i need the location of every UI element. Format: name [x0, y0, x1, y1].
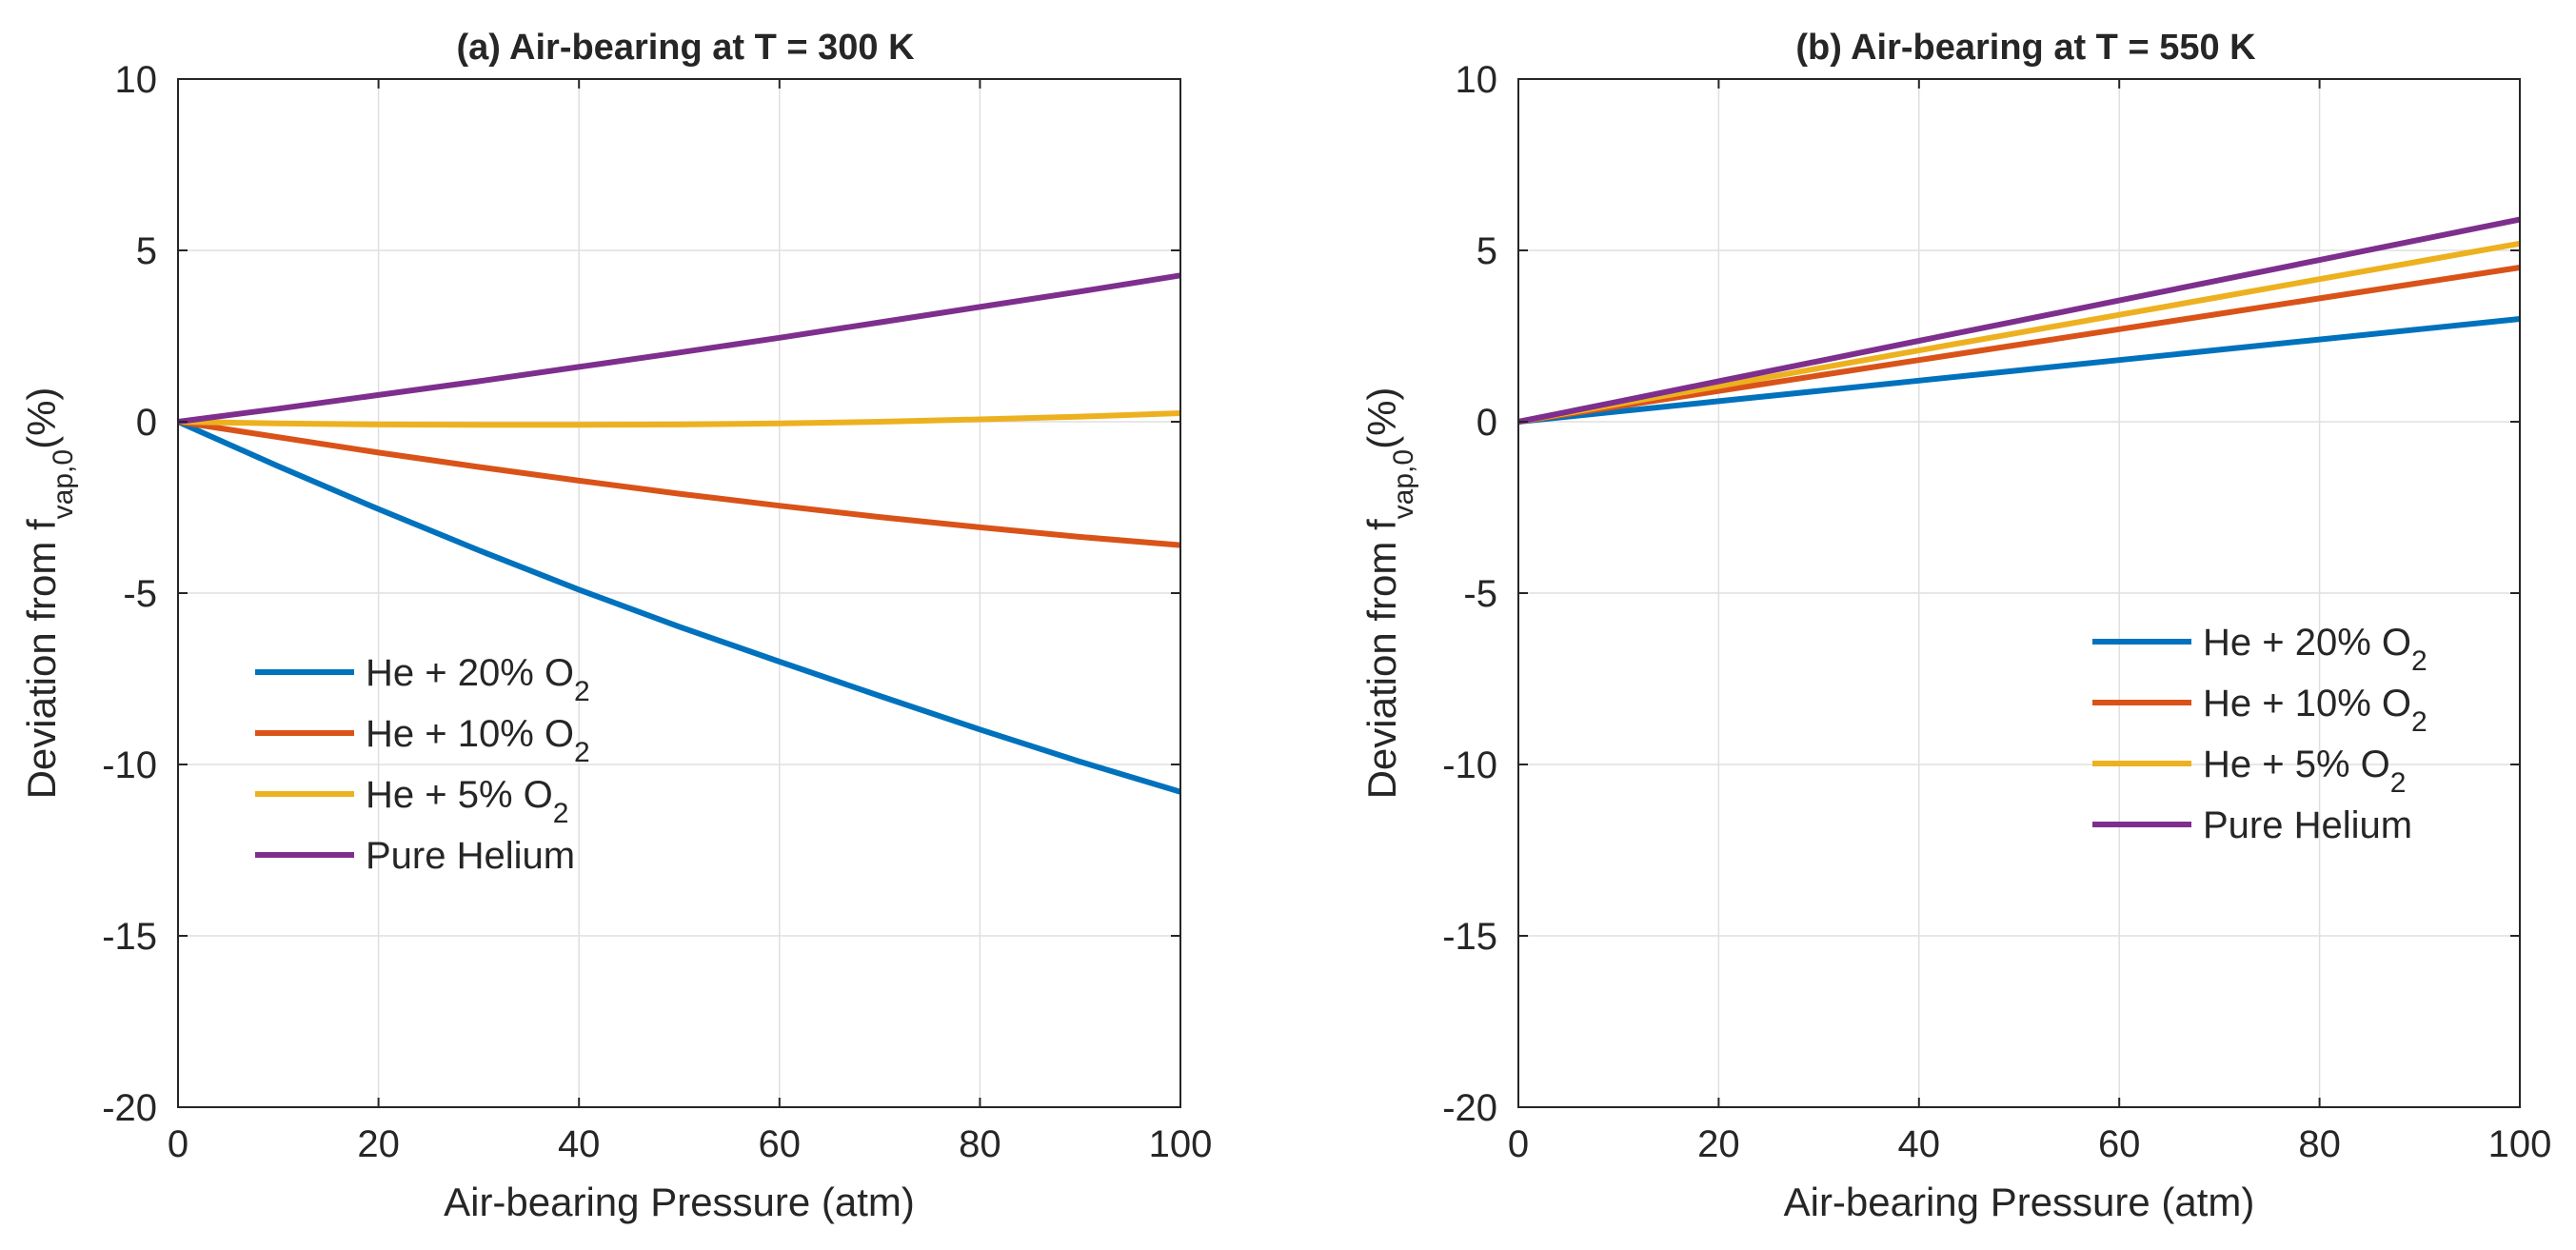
legend-label-3: He + 5% O2	[366, 774, 568, 829]
legend-label-4: Pure Helium	[2203, 804, 2412, 846]
legend-label-subscript: 2	[574, 676, 590, 707]
y-axis-label: Deviation from fvap,0(%)	[19, 387, 79, 800]
legend-label-main: He + 5% O	[366, 774, 553, 816]
y-tick-label: 5	[136, 230, 157, 272]
series-line-1	[1517, 316, 2521, 425]
y-tick-label: -5	[123, 573, 157, 615]
x-axis-label: Air-bearing Pressure (atm)	[1784, 1180, 2255, 1224]
chart-panel-b: 0 20 40 60 80 100 10 5 0 -5 -10 -15 -20 (b) Air-beari…	[1359, 28, 2551, 1224]
y-axis-label-main: Deviation from f	[19, 519, 64, 799]
legend-label-main: Pure Helium	[2203, 804, 2412, 846]
chart-title: (a) Air-bearing at T = 300 K	[456, 28, 915, 68]
y-tick-label: -20	[102, 1087, 157, 1129]
y-tick-label: 0	[136, 402, 157, 444]
legend-label-main: Pure Helium	[366, 835, 575, 877]
x-tick-label: 80	[959, 1123, 1001, 1165]
legend-label-subscript: 2	[2411, 706, 2427, 738]
y-axis-label: Deviation from fvap,0(%)	[1359, 387, 1419, 800]
x-tick-label: 40	[558, 1123, 601, 1165]
x-axis-label: Air-bearing Pressure (atm)	[444, 1180, 915, 1224]
legend-label-4: Pure Helium	[366, 835, 575, 877]
legend-label-subscript: 2	[553, 798, 569, 829]
legend-label-subscript: 2	[574, 737, 590, 768]
y-tick-label: 5	[1476, 230, 1497, 272]
series-line-3	[1517, 240, 2521, 425]
x-tick-label: 80	[2298, 1123, 2341, 1165]
y-tick-label: -15	[1442, 916, 1497, 958]
chart-panel-a: 0 20 40 60 80 100 10 5 0 -5 -10 -15 -20 (a) Air-beari…	[19, 28, 1212, 1224]
legend-label-main: He + 20% O	[2203, 622, 2411, 664]
series-line-1	[176, 419, 1181, 795]
y-tick-label: 10	[115, 59, 158, 101]
legend-label-2: He + 10% O2	[2203, 683, 2427, 738]
legend-label-main: He + 10% O	[366, 713, 574, 755]
y-tick-label: 10	[1456, 59, 1498, 101]
legend-label-subscript: 2	[2390, 767, 2407, 799]
series-line-4	[1517, 216, 2521, 425]
x-tick-label: 0	[168, 1123, 188, 1165]
legend-label-1: He + 20% O2	[366, 652, 590, 707]
series-line-4	[177, 272, 1181, 425]
y-axis-label-main: Deviation from f	[1359, 519, 1404, 799]
x-tick-label: 20	[1697, 1123, 1740, 1165]
legend-label-3: He + 5% O2	[2203, 744, 2406, 799]
legend-label-1: He + 20% O2	[2203, 622, 2427, 677]
legend-label-2: He + 10% O2	[366, 713, 590, 768]
y-tick-label: -10	[1442, 744, 1497, 786]
y-axis-label-subscript: vap,0	[1388, 449, 1419, 519]
series-line-3	[177, 410, 1181, 428]
legend-label-subscript: 2	[2411, 645, 2427, 677]
y-axis-label-subscript: vap,0	[48, 449, 79, 519]
y-tick-label: -5	[1463, 573, 1497, 615]
y-tick-label: 0	[1476, 402, 1497, 444]
y-tick-label: -20	[1442, 1087, 1497, 1129]
y-axis-label-suffix: (%)	[19, 387, 64, 449]
y-axis-label-suffix: (%)	[1359, 387, 1404, 449]
legend-label-main: He + 5% O	[2203, 744, 2390, 785]
x-tick-label: 100	[1149, 1123, 1213, 1165]
y-tick-label: -15	[102, 916, 157, 958]
y-tick-label: -10	[102, 744, 157, 786]
x-tick-label: 60	[759, 1123, 802, 1165]
x-tick-label: 0	[1508, 1123, 1529, 1165]
x-tick-label: 20	[357, 1123, 400, 1165]
x-tick-label: 100	[2488, 1123, 2552, 1165]
series-line-2	[177, 419, 1181, 548]
legend-label-main: He + 10% O	[2203, 683, 2411, 724]
x-tick-label: 40	[1898, 1123, 1941, 1165]
chart-title: (b) Air-bearing at T = 550 K	[1795, 28, 2256, 68]
legend-label-main: He + 20% O	[366, 652, 574, 694]
x-tick-label: 60	[2098, 1123, 2141, 1165]
series-line-2	[1517, 265, 2521, 425]
